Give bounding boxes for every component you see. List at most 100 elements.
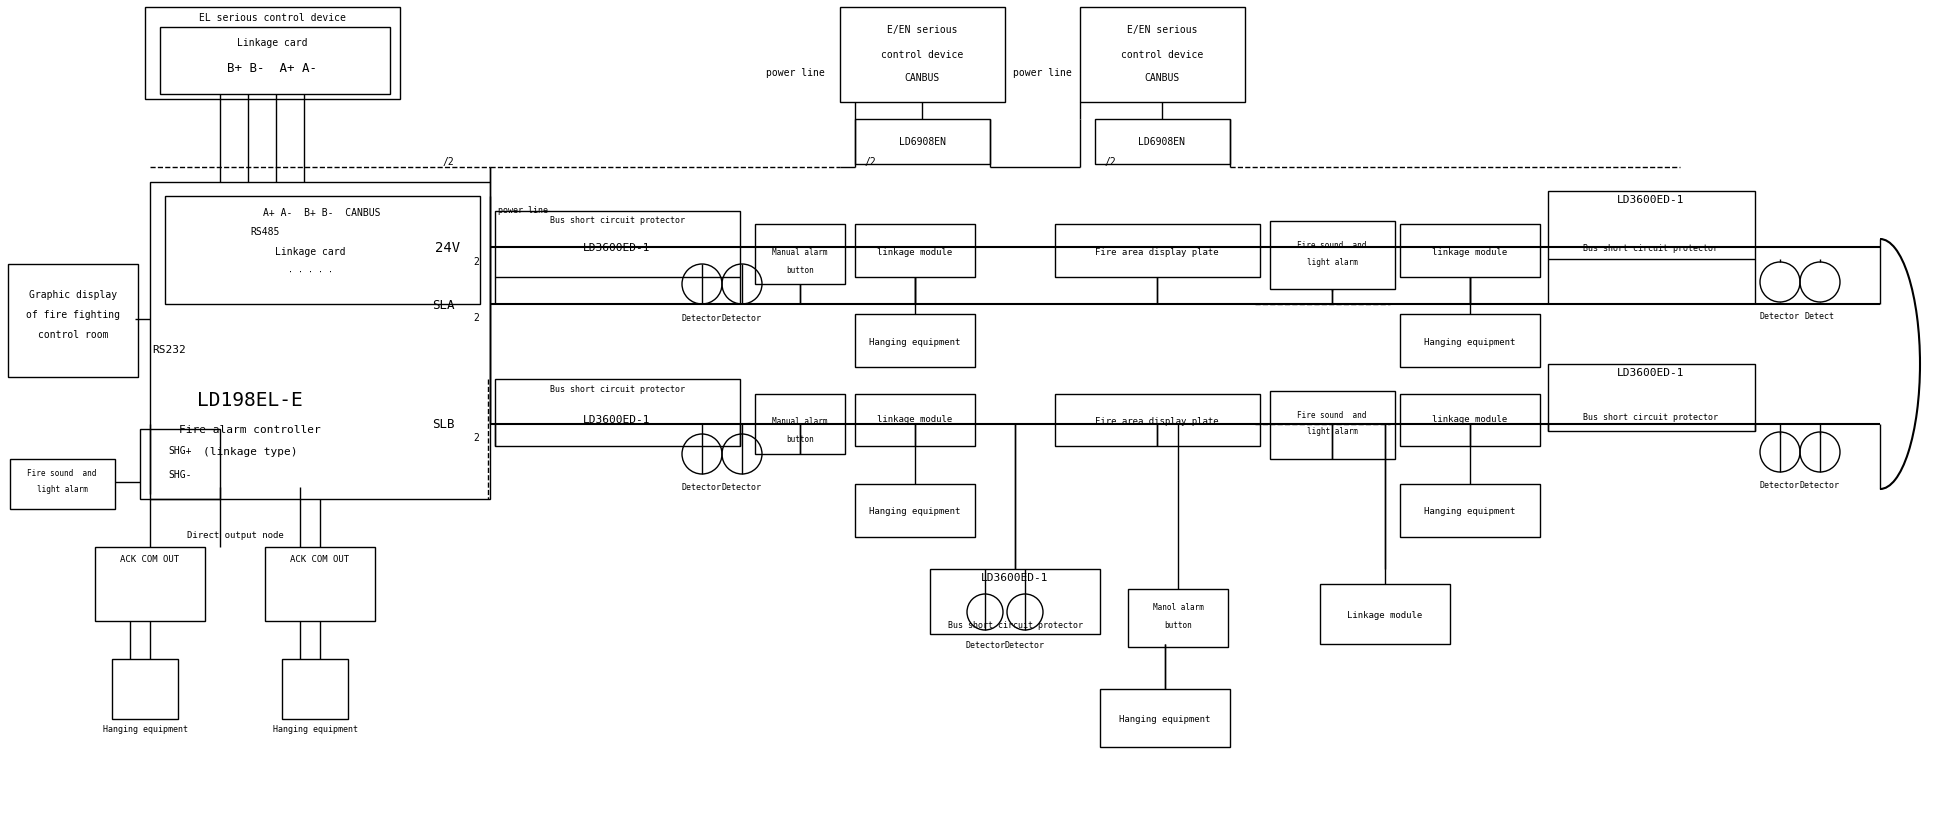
Text: 2: 2	[473, 257, 479, 267]
Bar	[1269, 222, 1395, 289]
Bar	[930, 569, 1101, 635]
Bar	[1320, 584, 1450, 645]
Text: 24V: 24V	[434, 241, 459, 255]
Bar	[1399, 314, 1541, 368]
Bar	[494, 212, 740, 278]
Text: /2: /2	[864, 157, 876, 167]
Text: Hanging equipment: Hanging equipment	[1424, 507, 1516, 516]
Text: linkage module: linkage module	[878, 247, 953, 256]
Text: /2: /2	[1105, 157, 1116, 167]
Text: LD3600ED-1: LD3600ED-1	[583, 242, 651, 252]
Text: SLB: SLB	[432, 418, 455, 431]
Text: LD3600ED-1: LD3600ED-1	[981, 573, 1048, 583]
Text: button: button	[1165, 619, 1192, 629]
Text: Bus short circuit protector: Bus short circuit protector	[550, 215, 684, 224]
Text: CANBUS: CANBUS	[1143, 73, 1180, 83]
Text: SHG-: SHG-	[169, 470, 192, 479]
Bar	[855, 484, 975, 538]
Text: SLA: SLA	[432, 298, 455, 311]
Text: Manual alarm: Manual alarm	[771, 417, 828, 426]
Text: CANBUS: CANBUS	[905, 73, 940, 83]
Bar	[855, 314, 975, 368]
Text: E/EN serious: E/EN serious	[1126, 25, 1198, 35]
Text: LD3600ED-1: LD3600ED-1	[583, 415, 651, 425]
Bar	[95, 548, 205, 621]
Text: Hanging equipment: Hanging equipment	[1424, 337, 1516, 346]
Text: light alarm: light alarm	[37, 485, 87, 494]
Text: A+ A-  B+ B-  CANBUS: A+ A- B+ B- CANBUS	[264, 208, 380, 217]
Text: Detector: Detector	[682, 314, 723, 322]
Text: RS485: RS485	[250, 227, 279, 237]
Bar	[10, 460, 114, 509]
Bar	[266, 548, 374, 621]
Bar	[756, 225, 845, 285]
Text: power line: power line	[766, 68, 824, 78]
Text: Linkage card: Linkage card	[236, 38, 308, 48]
Text: /2: /2	[442, 157, 453, 167]
Bar	[1399, 225, 1541, 278]
Text: 2: 2	[473, 432, 479, 442]
Text: EL serious control device: EL serious control device	[198, 13, 345, 23]
Bar	[855, 120, 990, 165]
Bar	[1269, 391, 1395, 460]
Text: Detector: Detector	[723, 483, 762, 492]
Bar	[165, 196, 481, 304]
Text: 2: 2	[473, 313, 479, 323]
Text: Linkage card: Linkage card	[275, 247, 345, 257]
Text: Bus short circuit protector: Bus short circuit protector	[1583, 413, 1719, 422]
Bar	[1548, 364, 1756, 431]
Text: Manol alarm: Manol alarm	[1153, 603, 1203, 612]
Text: linkage module: linkage module	[878, 415, 953, 424]
Bar	[1054, 225, 1260, 278]
Bar	[112, 660, 178, 719]
Text: SHG+: SHG+	[169, 446, 192, 456]
Text: Bus short circuit protector: Bus short circuit protector	[550, 385, 684, 394]
Text: power line: power line	[498, 206, 548, 214]
Text: Hanging equipment: Hanging equipment	[273, 725, 357, 734]
Bar	[1399, 484, 1541, 538]
Text: E/EN serious: E/EN serious	[888, 25, 957, 35]
Bar	[1128, 589, 1229, 647]
Text: LD3600ED-1: LD3600ED-1	[1616, 368, 1684, 378]
Bar	[1079, 8, 1244, 103]
Bar	[145, 8, 399, 99]
Text: Fire sound  and: Fire sound and	[1297, 240, 1366, 249]
Text: ACK COM OUT: ACK COM OUT	[291, 555, 349, 563]
Bar	[756, 395, 845, 455]
Text: Hanging equipment: Hanging equipment	[1120, 715, 1211, 724]
Text: ACK COM OUT: ACK COM OUT	[120, 555, 180, 563]
Text: Fire area display plate: Fire area display plate	[1095, 417, 1219, 426]
Text: Detector: Detector	[1800, 481, 1839, 490]
Text: · · · · ·: · · · · ·	[287, 268, 333, 276]
Bar	[1399, 395, 1541, 446]
Text: light alarm: light alarm	[1306, 257, 1357, 266]
Text: Fire area display plate: Fire area display plate	[1095, 247, 1219, 256]
Text: Fire alarm controller: Fire alarm controller	[178, 425, 322, 435]
Text: Detector: Detector	[1760, 481, 1800, 490]
Text: control room: control room	[37, 329, 109, 339]
Text: Detector: Detector	[1760, 311, 1800, 320]
Text: Manual alarm: Manual alarm	[771, 247, 828, 256]
Text: LD6908EN: LD6908EN	[1138, 137, 1186, 147]
Text: Detector: Detector	[682, 483, 723, 492]
Text: button: button	[787, 265, 814, 274]
Text: LD198EL-E: LD198EL-E	[198, 390, 302, 409]
Bar	[855, 225, 975, 278]
Bar	[161, 28, 390, 95]
Text: linkage module: linkage module	[1432, 415, 1508, 424]
Bar	[494, 380, 740, 446]
Text: of fire fighting: of fire fighting	[25, 309, 120, 319]
Text: LD6908EN: LD6908EN	[899, 137, 946, 147]
Bar	[855, 395, 975, 446]
Text: control device: control device	[882, 50, 963, 60]
Text: Fire sound  and: Fire sound and	[27, 468, 97, 477]
Text: Detector: Detector	[965, 640, 1006, 649]
Bar	[149, 183, 490, 499]
Bar	[283, 660, 349, 719]
Text: (linkage type): (linkage type)	[203, 446, 297, 456]
Text: Direct output node: Direct output node	[186, 530, 283, 539]
Text: Detector: Detector	[1006, 640, 1045, 649]
Text: Hanging equipment: Hanging equipment	[870, 507, 961, 516]
Text: Detector: Detector	[723, 314, 762, 322]
Text: control device: control device	[1120, 50, 1203, 60]
